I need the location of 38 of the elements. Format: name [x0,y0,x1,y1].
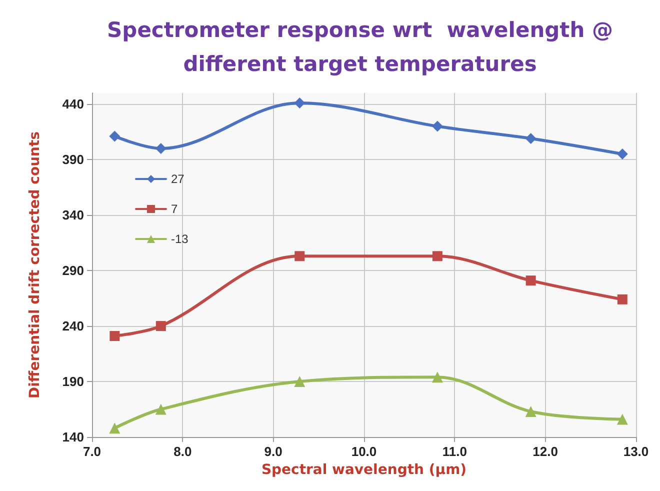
point [294,97,306,108]
x-tick-label: 9.0 [264,444,282,459]
point [432,251,442,262]
point [294,251,305,262]
point [617,294,628,304]
y-axis-title: Differential drift corrected counts [27,131,43,399]
point [109,130,120,142]
x-tick-label: 8.0 [174,444,192,459]
point [616,414,628,425]
y-tick-label: 140 [62,430,84,444]
x-axis-title: Spectral wavelength (µm) [261,462,467,478]
legend-label: 27 [171,172,185,186]
point [109,422,120,434]
point [616,148,628,160]
point [525,132,536,144]
x-tick-label: 7.0 [82,444,102,459]
point [432,372,443,383]
point [155,142,166,154]
y-tick-label: 340 [62,208,84,223]
legend-label: 7 [171,202,178,216]
point [110,331,120,342]
point [526,276,536,286]
x-tick-label: 11.0 [442,444,467,459]
y-tick-label: 290 [62,263,84,278]
y-tick-label: 390 [62,152,84,168]
point [525,406,536,417]
point [432,120,443,132]
point [294,376,306,388]
point [156,321,166,332]
x-tick-label: 13.0 [623,444,649,459]
x-tick-label: 12.0 [532,444,558,459]
x-tick-label: 10.0 [351,444,377,459]
point [155,404,166,415]
legend-label: -13 [171,232,189,246]
chart-title: Spectrometer response wrt wavelength @ different target temperatures [107,18,613,76]
y-tick-label: 240 [62,318,84,334]
y-tick-label: 190 [62,374,84,390]
y-tick-label: 440 [62,96,84,112]
